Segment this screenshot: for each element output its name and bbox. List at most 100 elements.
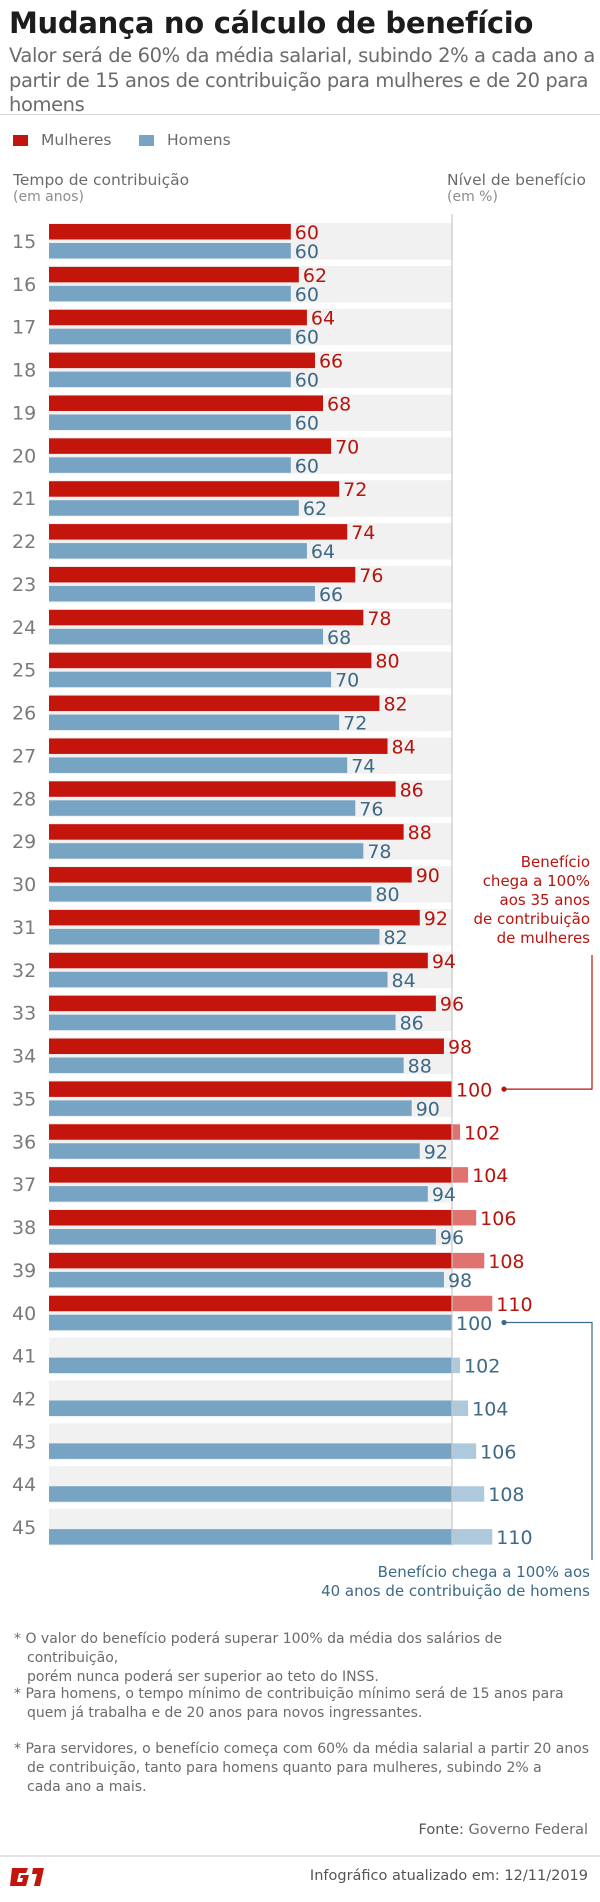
category-label: 24 <box>12 617 36 639</box>
men-bar <box>49 800 356 816</box>
women-value-label: 102 <box>464 1122 500 1144</box>
category-label: 17 <box>12 317 36 339</box>
row-band <box>49 823 452 860</box>
men-bar <box>49 1486 452 1502</box>
women-value-label: 64 <box>311 308 335 330</box>
men-value-label: 110 <box>496 1527 532 1549</box>
row-band <box>49 1423 452 1460</box>
men-value-label: 92 <box>424 1141 448 1163</box>
row-band <box>49 908 452 946</box>
row-band <box>49 1123 452 1160</box>
men-bar <box>49 1443 452 1459</box>
legend-label-women: Mulheres <box>41 131 112 149</box>
men-value-label: 78 <box>367 841 391 863</box>
women-bar <box>49 1038 444 1055</box>
row-band <box>49 1509 452 1546</box>
women-bar <box>49 438 332 454</box>
women-bar <box>49 266 299 283</box>
category-label: 18 <box>12 360 36 382</box>
women-value-label: 100 <box>456 1079 492 1101</box>
category-label: 16 <box>12 274 36 296</box>
y-axis-title: Tempo de contribuição (em anos) <box>13 171 189 205</box>
women-bar <box>49 1167 452 1183</box>
category-label: 35 <box>12 1088 36 1110</box>
women-bar-excess <box>452 1167 469 1183</box>
women-bar <box>49 309 307 326</box>
men-bar <box>49 1014 396 1031</box>
bars <box>49 224 493 1545</box>
callout-women: Benefício chega a 100% aos 35 anos de contr… <box>474 853 590 948</box>
note-3-line-3: cada ano a mais. <box>27 1779 147 1795</box>
women-bar <box>49 224 291 240</box>
row-band <box>49 1209 452 1246</box>
women-value-label: 98 <box>448 1037 472 1059</box>
category-label: 21 <box>12 488 36 510</box>
men-bar <box>49 843 364 859</box>
men-bar <box>49 714 340 731</box>
women-bar-excess <box>452 1124 461 1140</box>
men-bar <box>49 1229 436 1245</box>
women-value-label: 72 <box>343 479 367 501</box>
men-bar-excess <box>452 1357 461 1374</box>
women-value-label: 94 <box>432 951 456 973</box>
men-bar <box>49 371 291 388</box>
women-bar <box>49 952 428 969</box>
men-bar-excess <box>452 1486 485 1502</box>
row-band <box>49 394 452 431</box>
category-label: 41 <box>12 1346 36 1368</box>
callout-women-line: aos 35 anos <box>499 891 591 909</box>
women-bar <box>49 695 380 712</box>
men-value-label: 90 <box>416 1098 440 1120</box>
note-3-line-1: * Para servidores, o benefício começa co… <box>14 1741 590 1757</box>
note-3: * Para servidores, o benefício começa co… <box>14 1740 597 1797</box>
category-label: 37 <box>12 1174 36 1196</box>
page-subtitle: Valor será de 60% da média salarial, sub… <box>9 44 595 116</box>
row-band <box>49 223 452 260</box>
men-value-label: 60 <box>295 370 319 392</box>
women-bar <box>49 395 324 411</box>
women-value-label: 106 <box>480 1208 516 1230</box>
row-band <box>49 308 452 346</box>
note-1-line-1: * O valor do benefício poderá superar 10… <box>14 1631 503 1666</box>
men-value-label: 106 <box>480 1441 516 1463</box>
women-value-label: 70 <box>335 436 359 458</box>
category-label: 20 <box>12 445 36 467</box>
men-value-label: 84 <box>392 970 416 992</box>
men-value-label: 70 <box>335 670 359 692</box>
women-bar <box>49 995 436 1012</box>
men-value-label: 82 <box>383 927 407 949</box>
row-band <box>49 1337 452 1375</box>
callout-line <box>504 955 593 1090</box>
row-band <box>49 480 452 517</box>
category-label: 44 <box>12 1474 36 1496</box>
men-bar <box>49 585 315 602</box>
women-bar-excess <box>452 1295 493 1312</box>
category-label: 43 <box>12 1431 36 1453</box>
callout-women-line: de contribuição <box>473 910 590 928</box>
callout-women-line: chega a 100% <box>482 872 590 890</box>
legend-swatch-men <box>139 134 154 146</box>
women-bar <box>49 1295 452 1312</box>
men-bar <box>49 243 291 259</box>
women-bar <box>49 1124 452 1140</box>
women-value-label: 86 <box>400 779 424 801</box>
callout-line <box>504 1321 593 1560</box>
row-band <box>49 694 452 732</box>
row-band <box>49 1380 452 1417</box>
men-bar <box>49 1271 444 1288</box>
row-band <box>49 737 452 774</box>
category-label: 23 <box>12 574 36 596</box>
men-bar-excess <box>452 1400 469 1416</box>
men-value-label: 80 <box>375 884 399 906</box>
men-value-label: 104 <box>472 1398 508 1420</box>
category-label: 39 <box>12 1260 36 1282</box>
women-value-label: 84 <box>392 736 416 758</box>
category-label: 30 <box>12 874 36 896</box>
men-bar <box>49 1357 452 1374</box>
row-band <box>49 1080 452 1117</box>
women-value-label: 66 <box>319 351 343 373</box>
men-bar <box>49 1529 452 1545</box>
women-bar <box>49 1252 452 1269</box>
men-bar <box>49 414 291 430</box>
category-label: 19 <box>12 402 36 424</box>
